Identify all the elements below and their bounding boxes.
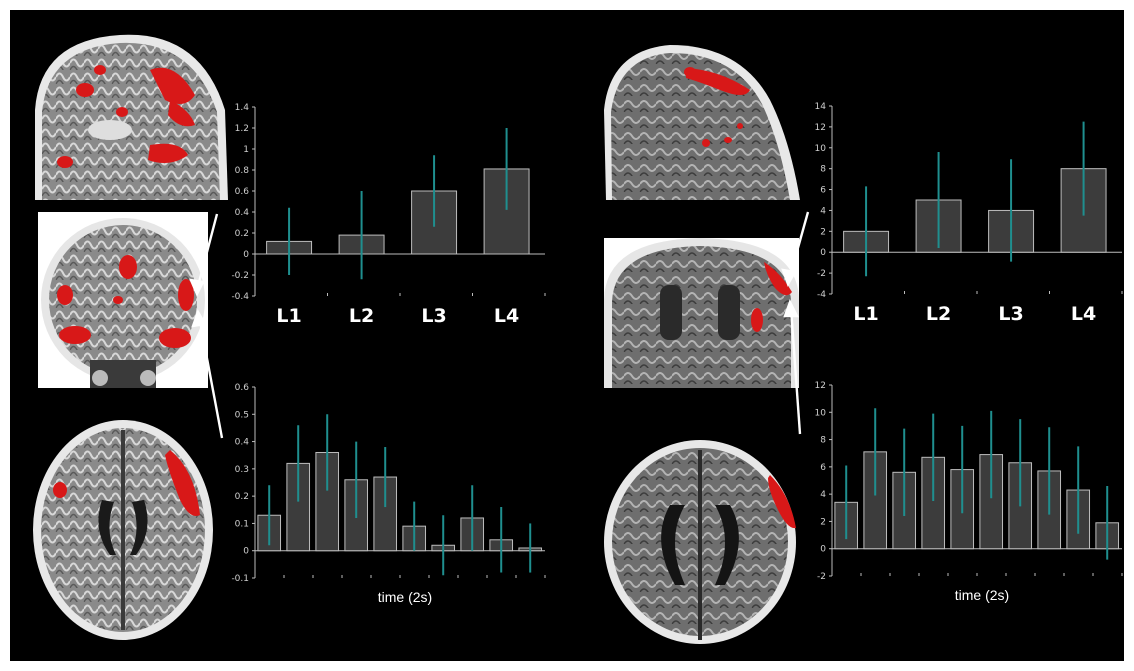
y-tick-label: 0 <box>820 545 826 555</box>
y-tick-label: 0 <box>820 248 826 258</box>
y-tick-label: 0.6 <box>235 383 250 393</box>
y-tick-label: -4 <box>817 290 826 300</box>
y-tick-label: 8 <box>820 436 826 446</box>
category-label: L4 <box>494 305 519 327</box>
y-tick-label: 0.2 <box>235 492 249 502</box>
y-tick-label: -2 <box>817 572 826 582</box>
y-tick-label: -0.1 <box>231 574 249 584</box>
y-tick-label: 8 <box>820 165 826 175</box>
y-tick-label: 1.4 <box>235 103 250 113</box>
y-tick-label: 2 <box>820 227 826 237</box>
category-label: L4 <box>1071 303 1096 325</box>
y-tick-label: -2 <box>817 269 826 279</box>
y-tick-label: 1.2 <box>235 124 249 134</box>
y-tick-label: 10 <box>815 144 827 154</box>
right-axial-slice <box>604 440 796 644</box>
y-tick-label: 1 <box>243 145 249 155</box>
left-sagittal-slice <box>30 28 230 200</box>
right-coronal-slice <box>604 238 799 388</box>
y-tick-label: 0 <box>243 547 249 557</box>
y-tick-label: -0.2 <box>231 271 249 281</box>
y-tick-label: 0.5 <box>235 410 249 420</box>
y-tick-label: 12 <box>815 123 826 133</box>
category-label: L3 <box>421 305 446 327</box>
right-sagittal-slice <box>604 45 800 200</box>
y-tick-label: 0.1 <box>235 519 249 529</box>
y-tick-label: 0.4 <box>235 208 250 218</box>
category-label: L1 <box>276 305 301 327</box>
y-tick-label: 0.2 <box>235 229 249 239</box>
y-tick-label: 4 <box>820 206 826 216</box>
y-tick-label: 6 <box>820 186 826 196</box>
y-tick-label: 6 <box>820 463 826 473</box>
y-tick-label: 12 <box>815 381 826 391</box>
y-tick-label: 10 <box>815 408 827 418</box>
y-tick-label: 14 <box>815 102 827 112</box>
y-tick-label: 0 <box>243 250 249 260</box>
y-tick-label: 0.6 <box>235 187 250 197</box>
connector-arrows <box>189 211 810 439</box>
y-tick-label: -0.4 <box>231 292 249 302</box>
y-tick-label: 0.4 <box>235 438 250 448</box>
x-axis-label: time (2s) <box>378 589 432 605</box>
y-tick-label: 4 <box>820 490 826 500</box>
category-label: L3 <box>998 303 1023 325</box>
category-label: L2 <box>349 305 374 327</box>
x-axis-label: time (2s) <box>955 587 1009 603</box>
left-axial-slice <box>33 420 213 640</box>
category-label: L1 <box>853 303 878 325</box>
category-label: L2 <box>926 303 951 325</box>
y-tick-label: 0.3 <box>235 465 249 475</box>
y-tick-label: 2 <box>820 517 826 527</box>
y-tick-label: 0.8 <box>235 166 250 176</box>
left-coronal-slice <box>38 212 208 388</box>
